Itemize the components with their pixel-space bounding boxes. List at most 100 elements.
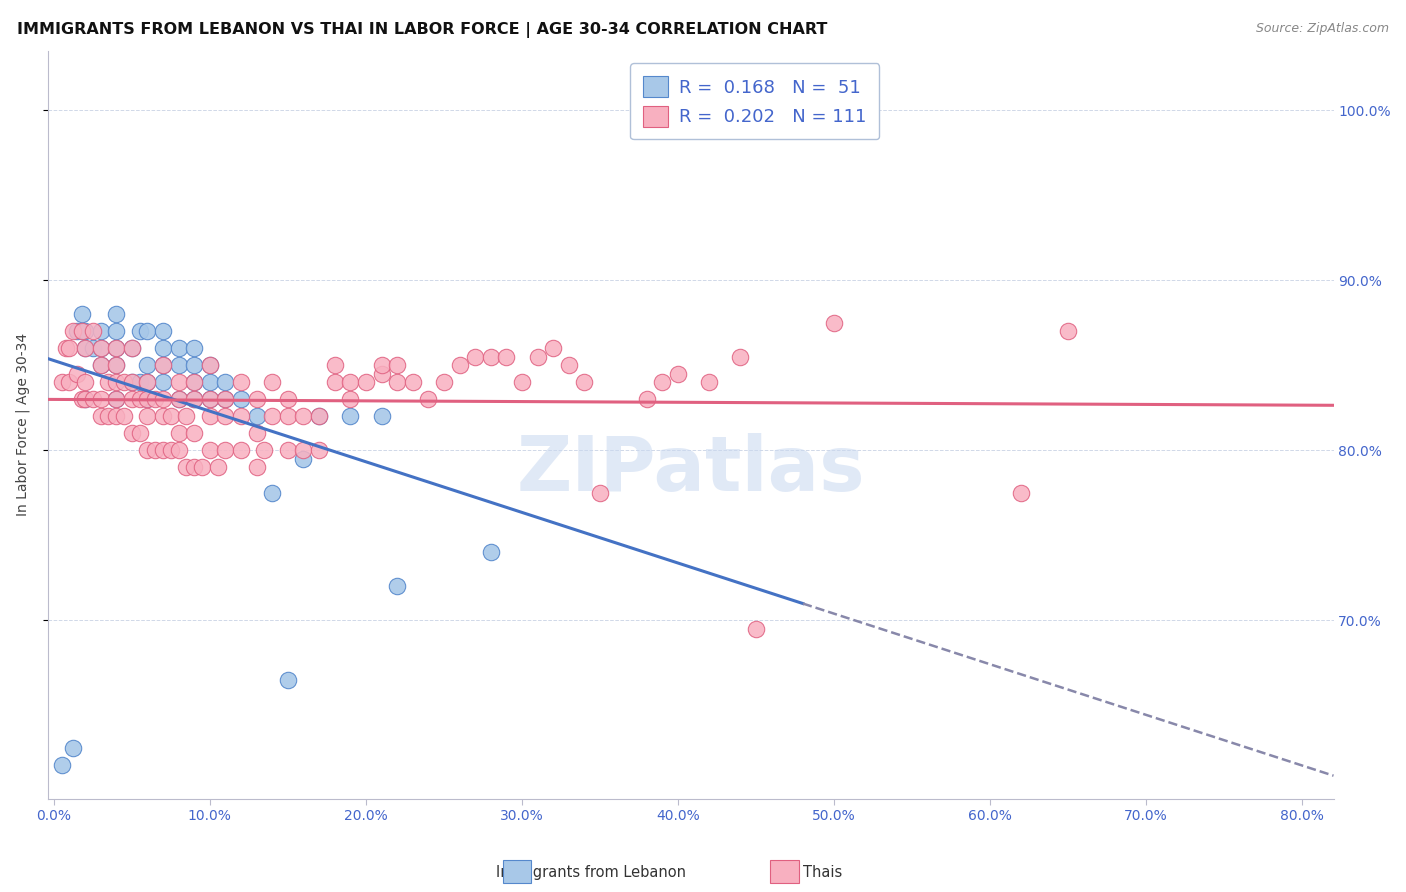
Point <box>198 392 221 407</box>
Point <box>183 392 205 407</box>
Point <box>73 324 96 338</box>
Point <box>136 409 159 424</box>
Point <box>198 376 221 390</box>
Point <box>152 324 174 338</box>
Point <box>82 342 104 356</box>
Point <box>823 316 845 330</box>
Point <box>160 443 183 458</box>
Point <box>292 451 315 466</box>
Point <box>277 673 299 687</box>
Point <box>112 409 135 424</box>
Point <box>1010 486 1032 500</box>
Point <box>292 409 315 424</box>
Point <box>449 359 471 373</box>
Point <box>97 376 120 390</box>
Point <box>73 342 96 356</box>
Point <box>246 392 269 407</box>
Point <box>152 409 174 424</box>
Point <box>70 324 93 338</box>
Point <box>136 324 159 338</box>
Point <box>152 359 174 373</box>
Point <box>167 392 190 407</box>
Text: Source: ZipAtlas.com: Source: ZipAtlas.com <box>1256 22 1389 36</box>
Point <box>136 443 159 458</box>
Point <box>198 409 221 424</box>
Point <box>574 376 596 390</box>
Point <box>183 426 205 441</box>
Point <box>385 359 408 373</box>
Point <box>262 376 284 390</box>
Point <box>70 324 93 338</box>
Point <box>121 376 143 390</box>
Point <box>152 359 174 373</box>
Point <box>277 443 299 458</box>
Point <box>105 392 128 407</box>
Point <box>183 359 205 373</box>
Point <box>207 460 229 475</box>
Point <box>58 376 80 390</box>
Point <box>308 443 330 458</box>
Point <box>214 376 236 390</box>
Text: Immigrants from Lebanon: Immigrants from Lebanon <box>495 865 686 880</box>
Point <box>82 324 104 338</box>
Point <box>73 342 96 356</box>
Point <box>229 443 252 458</box>
Point <box>90 324 112 338</box>
Point <box>308 409 330 424</box>
Point <box>246 426 269 441</box>
Point <box>385 579 408 593</box>
Point <box>418 392 440 407</box>
Point <box>167 359 190 373</box>
Point <box>105 342 128 356</box>
Point <box>229 409 252 424</box>
Point <box>90 342 112 356</box>
Point <box>526 350 548 364</box>
Point <box>167 426 190 441</box>
Point <box>167 392 190 407</box>
Point <box>198 392 221 407</box>
Point <box>128 324 150 338</box>
Point <box>73 376 96 390</box>
Point <box>292 443 315 458</box>
Point <box>136 376 159 390</box>
Point <box>51 376 73 390</box>
Point <box>198 359 221 373</box>
Point <box>105 324 128 338</box>
Point <box>308 409 330 424</box>
Point <box>229 392 252 407</box>
Point <box>339 376 361 390</box>
Point <box>105 376 128 390</box>
Point <box>214 392 236 407</box>
Point <box>354 376 377 390</box>
Point <box>136 392 159 407</box>
Point <box>136 359 159 373</box>
Point <box>1057 324 1080 338</box>
Point <box>176 409 198 424</box>
Point <box>370 409 392 424</box>
Point <box>90 342 112 356</box>
Point <box>402 376 425 390</box>
Point <box>143 392 166 407</box>
Point <box>636 392 658 407</box>
Point <box>214 443 236 458</box>
Point <box>745 622 768 636</box>
Point <box>214 392 236 407</box>
Point <box>370 367 392 381</box>
Point <box>62 324 84 338</box>
Point <box>323 359 346 373</box>
Point <box>339 409 361 424</box>
Point <box>97 409 120 424</box>
Point <box>136 392 159 407</box>
Point <box>105 307 128 321</box>
Text: Thais: Thais <box>803 865 842 880</box>
Point <box>464 350 486 364</box>
Point <box>70 392 93 407</box>
Point <box>183 392 205 407</box>
Point <box>128 426 150 441</box>
Point <box>198 443 221 458</box>
Point <box>370 359 392 373</box>
Point <box>730 350 752 364</box>
Point <box>385 376 408 390</box>
Point <box>339 392 361 407</box>
Point <box>697 376 720 390</box>
